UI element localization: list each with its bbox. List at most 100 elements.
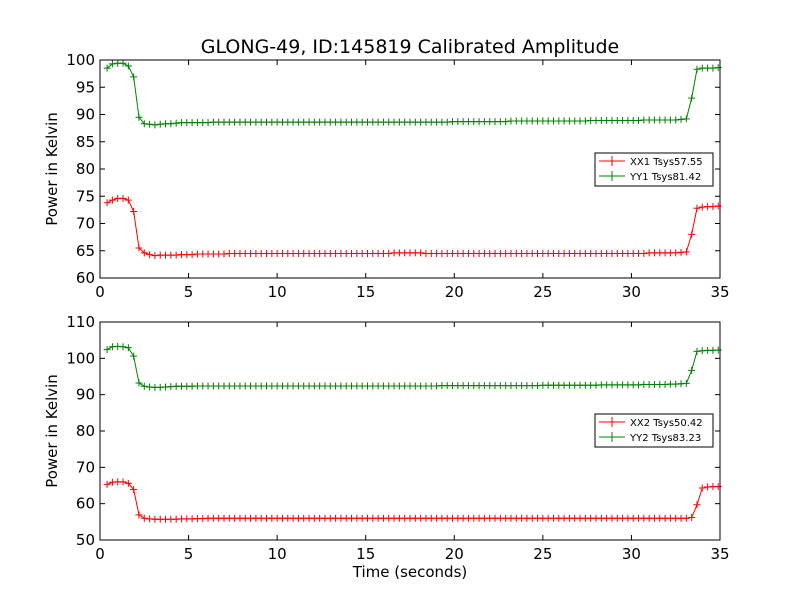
data-point-yy1 [677, 115, 685, 123]
data-point-yy2 [140, 382, 148, 390]
bottom-x-tick-label: 5 [184, 545, 194, 563]
top-y-tick-label: 65 [76, 242, 95, 260]
legend-label-yy2: YY2 Tsys83.23 [629, 433, 701, 444]
data-point-xx1 [124, 196, 132, 204]
bottom-x-tick-label: 15 [356, 545, 375, 563]
bottom-y-tick-label: 110 [66, 313, 95, 331]
top-subplot: 0 5 10 15 20 25 30 35 60 65 70 75 80 85 90 95 100 Power … [43, 51, 730, 301]
data-point-xx1 [672, 249, 680, 257]
legend-label-yy1: YY1 Tsys81.42 [629, 172, 701, 183]
data-point-yy1 [443, 118, 451, 126]
data-point-yy1 [156, 120, 164, 128]
data-point-xx2 [682, 514, 690, 522]
data-point-xx2 [693, 501, 701, 509]
data-point-yy1 [130, 73, 138, 81]
data-point-yy1 [135, 113, 143, 121]
data-point-yy1 [124, 62, 132, 70]
data-point-yy2 [119, 343, 127, 351]
data-point-xx1 [135, 244, 143, 252]
data-point-yy2 [714, 346, 722, 354]
bottom-y-tick-label: 70 [76, 458, 95, 476]
data-point-xx2 [119, 478, 127, 486]
data-point-xx2 [124, 479, 132, 487]
data-point-xx1 [682, 248, 690, 256]
data-point-xx1 [640, 249, 648, 257]
data-point-xx2 [103, 480, 111, 488]
bottom-x-tick-label: 25 [533, 545, 552, 563]
data-point-xx2 [140, 514, 148, 522]
data-point-xx1 [417, 249, 425, 257]
top-y-tick-label: 85 [76, 133, 95, 151]
bottom-subplot: 0 5 10 15 20 25 30 35 50 60 70 80 90 100 110 Power in … [43, 313, 730, 581]
bottom-y-tick-label: 100 [66, 349, 95, 367]
top-y-tick-label: 70 [76, 215, 95, 233]
chart-title: GLONG-49, ID:145819 Calibrated Amplitude [201, 36, 619, 58]
bottom-x-tick-label: 0 [95, 545, 105, 563]
bottom-y-tick-label: 50 [76, 531, 95, 549]
legend-entry-yy2: YY2 Tsys83.23 [599, 432, 701, 444]
data-point-yy1 [146, 120, 154, 128]
top-y-tick-label: 100 [66, 51, 95, 69]
data-point-xx1 [709, 203, 717, 211]
data-point-xx1 [103, 199, 111, 207]
data-point-yy2 [124, 344, 132, 352]
data-point-xx2 [135, 511, 143, 519]
top-y-axis-label: Power in Kelvin [43, 112, 61, 226]
data-point-yy1 [688, 94, 696, 102]
data-point-xx1 [130, 208, 138, 216]
data-point-yy2 [693, 347, 701, 355]
data-point-xx1 [172, 251, 180, 259]
data-point-xx1 [698, 203, 706, 211]
data-point-yy1 [204, 119, 212, 127]
data-point-xx1 [385, 249, 393, 257]
data-point-yy2 [682, 379, 690, 387]
bottom-y-tick-label: 60 [76, 495, 95, 513]
data-point-xx2 [688, 513, 696, 521]
top-x-tick-label: 5 [184, 283, 194, 301]
bottom-legend: XX2 Tsys50.42 YY2 Tsys83.23 [594, 413, 714, 448]
data-point-yy1 [119, 59, 127, 67]
data-point-yy1 [635, 116, 643, 124]
top-y-tick-label: 60 [76, 269, 95, 287]
bottom-y-axis-label: Power in Kelvin [43, 374, 61, 488]
data-point-xx1 [677, 248, 685, 256]
top-x-tick-label: 0 [95, 283, 105, 301]
legend-label-xx1: XX1 Tsys57.55 [630, 157, 703, 168]
data-point-xx1 [140, 249, 148, 257]
data-point-yy2 [135, 379, 143, 387]
bottom-x-tick-label: 30 [622, 545, 641, 563]
data-point-xx1 [220, 250, 228, 258]
data-point-yy1 [167, 120, 175, 128]
data-point-xx2 [714, 483, 722, 491]
top-x-tick-label: 10 [268, 283, 287, 301]
bottom-y-tick-label: 80 [76, 422, 95, 440]
legend-entry-xx1: XX1 Tsys57.55 [599, 156, 703, 168]
x-axis-label: Time (seconds) [352, 563, 468, 581]
data-point-yy1 [140, 120, 148, 128]
top-x-tick-label: 35 [710, 283, 729, 301]
data-point-yy2 [688, 366, 696, 374]
data-point-xx1 [688, 230, 696, 238]
data-point-xx2 [698, 484, 706, 492]
data-point-xx1 [188, 251, 196, 259]
data-point-yy2 [130, 352, 138, 360]
top-x-tick-label: 20 [445, 283, 464, 301]
data-point-yy1 [682, 115, 690, 123]
legend-entry-yy1: YY1 Tsys81.42 [599, 171, 701, 183]
data-point-xx1 [146, 251, 154, 259]
bottom-x-tick-label: 20 [445, 545, 464, 563]
legend-entry-xx2: XX2 Tsys50.42 [599, 417, 703, 429]
bottom-y-tick-label: 90 [76, 386, 95, 404]
top-legend-box [594, 152, 714, 187]
data-point-xx1 [693, 204, 701, 212]
bottom-legend-box [594, 413, 714, 448]
data-point-yy1 [581, 117, 589, 125]
data-point-yy1 [108, 60, 116, 68]
data-point-yy1 [714, 64, 722, 72]
data-point-xx1 [108, 196, 116, 204]
data-point-yy2 [103, 346, 111, 354]
data-point-yy1 [672, 116, 680, 124]
data-point-xx1 [151, 252, 159, 260]
top-x-tick-label: 25 [533, 283, 552, 301]
